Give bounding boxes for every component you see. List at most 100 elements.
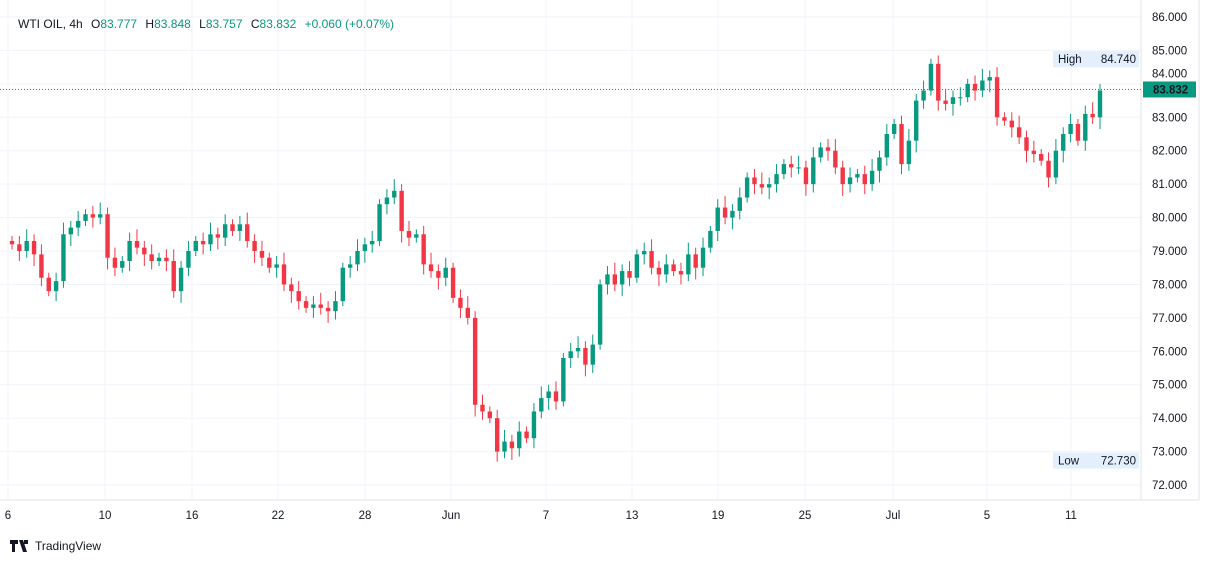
y-tick-label: 78.000: [1152, 279, 1187, 291]
candle-body: [862, 174, 867, 185]
candle-body: [789, 164, 794, 168]
y-tick-label: 82.000: [1152, 146, 1187, 158]
open-value: 83.777: [100, 17, 138, 31]
candle-body: [53, 281, 59, 292]
candle-body: [274, 264, 279, 268]
candle-body: [465, 307, 470, 318]
close-label: C: [250, 17, 260, 31]
candle-body: [1061, 134, 1066, 151]
candle-body: [436, 271, 441, 278]
candle-body: [480, 404, 485, 412]
candle-body: [1046, 160, 1051, 178]
candle-body: [781, 164, 787, 175]
y-tick-label: 72.000: [1152, 480, 1187, 492]
candle-body: [1002, 117, 1007, 121]
candle-body: [333, 301, 338, 312]
candle-body: [825, 147, 831, 151]
candle-body: [458, 297, 463, 308]
candle-body: [700, 247, 706, 268]
high-tag-bg: [1053, 51, 1139, 68]
candle-body: [649, 251, 654, 268]
candle-body: [1083, 113, 1088, 141]
candle-body: [708, 230, 713, 248]
candle-body: [737, 197, 742, 211]
candle-body: [818, 147, 823, 158]
candle-body: [142, 247, 147, 255]
candle-body: [524, 431, 529, 439]
change-value: +0.060 (+0.07%): [304, 17, 394, 31]
last-price-label: 83.832: [1153, 84, 1188, 96]
y-tick-label: 73.000: [1152, 447, 1187, 459]
candle-body: [399, 190, 404, 231]
candle-body: [568, 351, 573, 358]
x-tick-label: 28: [359, 510, 372, 522]
candle-body: [9, 240, 15, 245]
candle-body: [215, 234, 221, 238]
candle-body: [619, 271, 625, 285]
candle-body: [208, 234, 213, 245]
branding-text: TradingView: [35, 539, 102, 553]
candle-body: [164, 257, 169, 262]
candle-body: [355, 251, 360, 265]
candle-body: [384, 197, 390, 205]
candle-body: [370, 240, 375, 245]
high-label: H: [145, 17, 155, 31]
candle-body: [656, 267, 662, 275]
x-tick-label: Jul: [886, 510, 901, 522]
candle-body: [377, 204, 382, 241]
candle-body: [1016, 127, 1022, 138]
candle-body: [494, 418, 500, 452]
candle-body: [693, 254, 698, 268]
candle-body: [590, 344, 595, 365]
candle-body: [597, 284, 603, 345]
candle-body: [671, 264, 676, 272]
x-tick-label: 7: [543, 510, 549, 522]
candle-body: [855, 174, 860, 178]
x-tick-label: 25: [799, 510, 812, 522]
candle-body: [186, 251, 191, 268]
candle-body: [281, 264, 287, 285]
candle-body: [296, 291, 301, 302]
candle-body: [428, 264, 434, 272]
candle-body: [531, 411, 537, 439]
candle-body: [575, 347, 581, 352]
candle-body: [259, 251, 265, 258]
candle-body: [642, 251, 647, 255]
candle-body: [546, 391, 551, 399]
tradingview-logo[interactable]: TradingView: [10, 539, 101, 553]
candle-body: [774, 174, 779, 185]
y-tick-label: 83.000: [1152, 112, 1187, 124]
candle-body: [200, 240, 206, 245]
candle-body: [686, 254, 691, 275]
close-value: 83.832: [259, 17, 297, 31]
candle-body: [1024, 137, 1029, 151]
candle-body: [39, 254, 44, 278]
candle-body: [443, 267, 448, 278]
candle-body: [414, 234, 419, 238]
candle-body: [759, 184, 765, 188]
candle-body: [730, 210, 735, 218]
candle-body: [715, 207, 720, 231]
candle-body: [105, 214, 110, 258]
candle-body: [634, 254, 640, 278]
candle-body: [502, 441, 507, 452]
candle-body: [120, 261, 125, 268]
candle-body: [877, 157, 882, 171]
ohlc-legend: WTI OIL, 4h O83.777 H83.848 L83.757 C83.…: [18, 17, 399, 31]
candle-body: [267, 257, 272, 268]
candle-body: [325, 307, 331, 312]
y-tick-label: 76.000: [1152, 346, 1187, 358]
candle-body: [112, 257, 118, 268]
candle-body: [517, 431, 522, 449]
candle-body: [561, 357, 566, 402]
x-tick-label: 6: [5, 510, 11, 522]
y-tick-label: 84.000: [1152, 68, 1187, 80]
candle-body: [252, 240, 257, 252]
candle-body: [744, 177, 750, 198]
low-value-label: 72.730: [1101, 456, 1136, 468]
candle-body: [156, 257, 162, 262]
candle-body: [766, 184, 772, 188]
candle-body: [98, 214, 103, 218]
